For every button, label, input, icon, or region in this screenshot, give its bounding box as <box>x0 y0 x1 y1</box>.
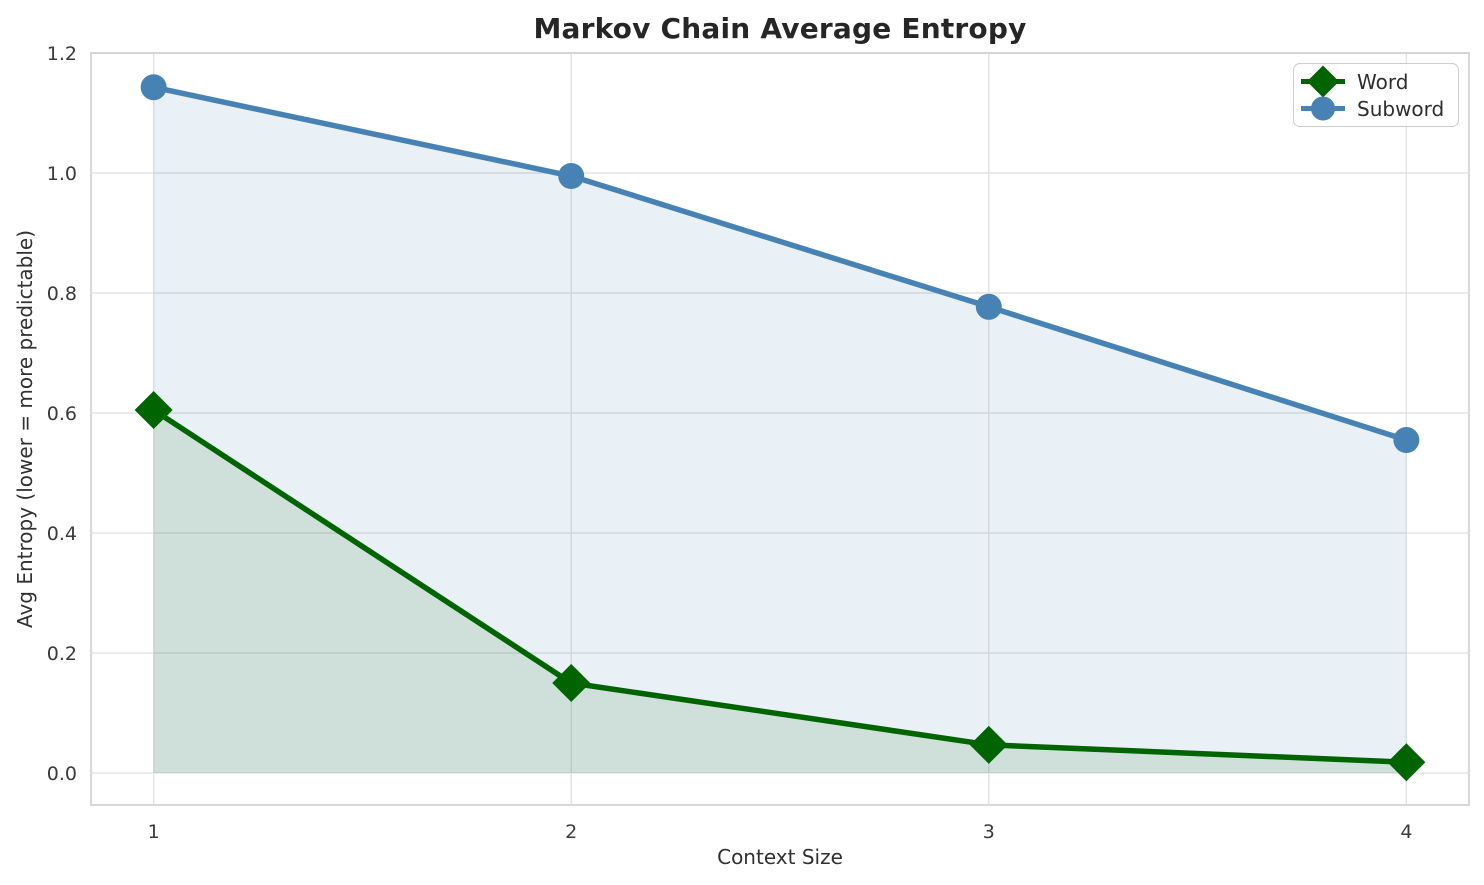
circle-marker-icon <box>975 293 1002 320</box>
series-areas <box>153 87 1407 774</box>
y-tick-label: 1.2 <box>47 43 77 65</box>
diamond-marker-icon <box>1387 743 1426 782</box>
y-tick-labels: 0.0 0.2 0.4 0.6 0.8 1.0 1.2 <box>47 43 77 785</box>
series-subword <box>140 74 1420 454</box>
y-tick-label: 0.0 <box>47 763 77 785</box>
y-tick-label: 0.6 <box>47 403 77 425</box>
x-tick-label: 4 <box>1400 821 1412 843</box>
legend-item-word: Word <box>1301 65 1448 98</box>
circle-marker-icon <box>1393 427 1420 454</box>
x-tick-label: 2 <box>565 821 577 843</box>
plot-border <box>90 52 1470 806</box>
x-axis-label: Context Size <box>717 845 843 869</box>
diamond-marker-icon <box>1301 65 1345 98</box>
y-tick-label: 0.4 <box>47 523 77 545</box>
y-tick-label: 0.2 <box>47 643 77 665</box>
legend-label-word: Word <box>1357 69 1409 94</box>
y-axis-label: Avg Entropy (lower = more predictable) <box>13 229 37 629</box>
chart-title: Markov Chain Average Entropy <box>533 12 1027 45</box>
series-word <box>134 391 1426 782</box>
x-tick-labels: 1 2 3 4 <box>148 821 1413 843</box>
diamond-marker-icon <box>969 725 1008 764</box>
x-tick-label: 3 <box>983 821 995 843</box>
x-tick-label: 1 <box>148 821 160 843</box>
y-tick-label: 1.0 <box>47 163 77 185</box>
y-tick-label: 0.8 <box>47 283 77 305</box>
series-area-subword <box>153 87 1407 774</box>
legend-label-subword: Subword <box>1357 96 1445 121</box>
circle-marker-icon <box>1301 96 1345 121</box>
legend-item-subword: Subword <box>1301 95 1448 122</box>
series-area-word <box>153 410 1407 774</box>
diamond-marker-icon <box>552 664 591 703</box>
diamond-marker-icon <box>134 391 173 430</box>
legend: Word Subword <box>1293 63 1459 127</box>
circle-marker-icon <box>140 74 167 101</box>
circle-marker-icon <box>558 163 585 190</box>
